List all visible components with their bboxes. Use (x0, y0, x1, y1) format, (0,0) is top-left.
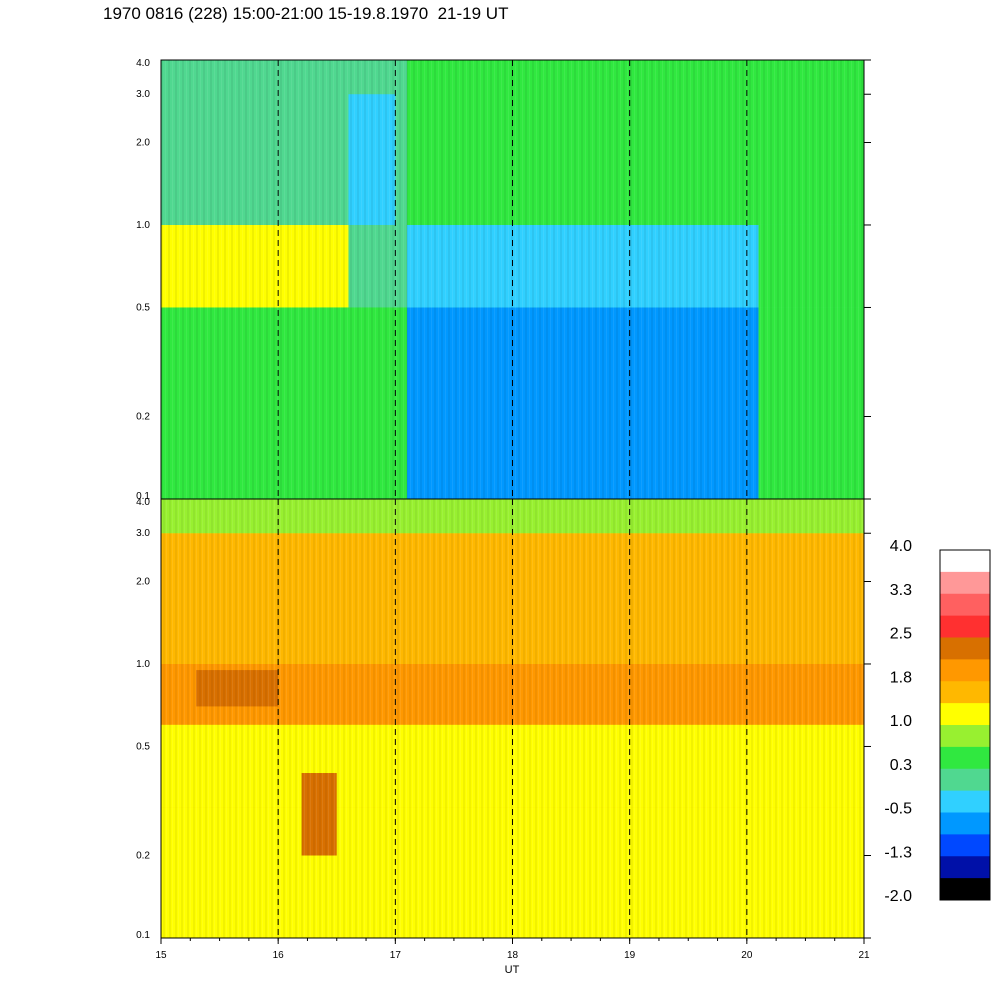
colorbar-cell (940, 681, 990, 704)
colorbar-cell (940, 878, 990, 901)
x-tick-label: 17 (390, 950, 402, 961)
colorbar-cell (940, 593, 990, 617)
colorbar-label: 1.0 (890, 713, 912, 730)
x-axis: 15 16 17 18 19 20 21 (155, 938, 870, 961)
x-tick-label: 21 (858, 950, 870, 961)
colorbar-label: 3.3 (890, 582, 912, 599)
x-tick-label: 19 (624, 950, 636, 961)
colorbar-cell (940, 746, 990, 770)
colorbar-cell (940, 768, 990, 792)
y-tick-label: 0.2 (136, 412, 150, 423)
top-panel-y-axis: 0.1 0.2 0.5 1.0 2.0 3.0 4.0 (136, 58, 871, 502)
colorbar-cell (940, 790, 990, 813)
colorbar-cell (940, 725, 990, 748)
colorbar-label: -0.5 (884, 801, 912, 818)
colorbar-label: -1.3 (884, 844, 912, 861)
y-tick-label: 0.1 (136, 491, 150, 502)
colorbar-label: -2.0 (884, 888, 912, 905)
colorbar-cells (940, 550, 990, 901)
colorbar-label: 2.5 (890, 626, 912, 643)
bottom-panel: 0.1 0.2 0.5 1.0 2.0 3.0 4.0 15 16 17 18 19 20 21 UT (136, 497, 871, 976)
colorbar-cell (940, 615, 990, 638)
colorbar-frame (939, 549, 991, 901)
y-tick-label: 4.0 (136, 497, 150, 508)
colorbar-label: 0.3 (890, 757, 912, 774)
x-tick-label: 15 (155, 950, 167, 961)
y-tick-label: 3.0 (136, 89, 150, 100)
colorbar-cell (940, 659, 990, 682)
top-panel-markers (277, 60, 748, 499)
colorbar-cell (940, 856, 990, 879)
y-tick-label: 0.2 (136, 851, 150, 862)
colorbar-label: 4.0 (890, 538, 912, 555)
x-tick-label: 18 (507, 950, 519, 961)
colorbar-cell (940, 571, 990, 595)
top-panel: 0.1 0.2 0.5 1.0 2.0 3.0 4.0 (136, 58, 871, 502)
y-tick-label: 2.0 (136, 137, 150, 148)
y-tick-label: 4.0 (136, 58, 150, 69)
x-tick-label: 16 (273, 950, 285, 961)
colorbar-labels: 4.0 3.3 2.5 1.8 1.0 0.3 -0.5 -1.3 -2.0 (884, 538, 912, 905)
colorbar-cell (940, 550, 990, 573)
y-tick-label: 0.5 (136, 741, 150, 752)
bottom-panel-y-axis: 0.1 0.2 0.5 1.0 2.0 3.0 4.0 (136, 497, 871, 941)
x-tick-label: 20 (741, 950, 753, 961)
y-tick-label: 2.0 (136, 576, 150, 587)
y-tick-label: 0.1 (136, 930, 150, 941)
colorbar-cell (940, 703, 990, 726)
colorbar-cell (940, 834, 990, 857)
x-axis-label: UT (505, 964, 520, 976)
colorbar-cell (940, 812, 990, 835)
y-tick-label: 1.0 (136, 659, 150, 670)
colorbar-label: 1.8 (890, 669, 912, 686)
bottom-panel-markers (277, 499, 748, 938)
y-tick-label: 0.5 (136, 302, 150, 313)
y-tick-label: 3.0 (136, 528, 150, 539)
chart-title: 1970 0816 (228) 15:00-21:00 15-19.8.1970… (103, 4, 509, 23)
colorbar-cell (940, 637, 990, 660)
y-tick-label: 1.0 (136, 220, 150, 231)
colorbar: 4.0 3.3 2.5 1.8 1.0 0.3 -0.5 -1.3 -2.0 (884, 538, 991, 905)
